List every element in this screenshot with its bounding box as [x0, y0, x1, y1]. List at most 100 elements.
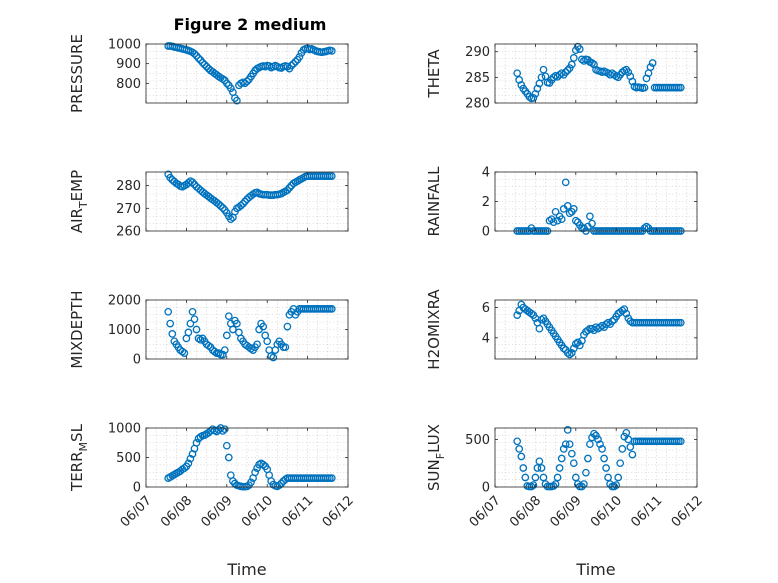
data-point — [214, 349, 223, 357]
y-axis-label: PRESSURE — [68, 34, 86, 113]
y-tick-label: 500 — [116, 451, 141, 466]
data-point — [233, 96, 241, 105]
data-point — [229, 325, 237, 334]
data-point — [327, 47, 336, 55]
x-tick-label: 06/09 — [548, 493, 585, 530]
data-point — [569, 459, 578, 468]
subplot-8: 06/07 06/08 06/09 06/10 06/11 06/12 0 500 SUNFLU… — [425, 424, 706, 579]
data-point — [575, 45, 584, 53]
subplot-6: 4 6 H2OMIXRA — [425, 289, 698, 370]
y-tick-label: 2 — [482, 195, 490, 210]
data-point — [527, 482, 536, 491]
data-point — [565, 350, 574, 359]
data-point — [251, 468, 259, 477]
data-point — [263, 337, 272, 346]
data-point — [598, 321, 606, 330]
data-point — [220, 425, 229, 434]
data-point — [243, 77, 251, 86]
data-point — [527, 309, 536, 318]
y-tick-label: 270 — [116, 202, 141, 217]
data-point — [569, 54, 578, 62]
data-point — [535, 457, 544, 466]
data-point — [216, 202, 225, 210]
data-point — [218, 204, 227, 212]
data-point — [582, 468, 590, 477]
data-point — [567, 349, 576, 357]
data-point — [164, 307, 173, 316]
data-point — [604, 473, 612, 482]
subplot-3: 260 270 280 AIRTEMP — [68, 170, 349, 240]
data-point — [567, 449, 576, 458]
y-tick-label: 2000 — [108, 294, 141, 309]
data-point — [557, 454, 566, 463]
subplot-5: 0 1000 2000 MIXDEPTH — [68, 290, 349, 369]
data-point — [539, 65, 548, 74]
data-point — [166, 173, 175, 182]
x-tick-label: 06/07 — [467, 493, 504, 530]
data-point — [648, 59, 657, 67]
y-tick-label: 800 — [116, 77, 141, 92]
data-point — [168, 330, 177, 338]
data-point — [202, 62, 211, 71]
data-point — [549, 218, 558, 227]
data-point — [283, 186, 292, 195]
data-point — [531, 473, 540, 482]
data-point — [640, 83, 649, 92]
data-point — [529, 481, 538, 489]
data-point — [549, 482, 558, 490]
data-point — [178, 347, 187, 356]
data-point — [222, 79, 231, 88]
data-point — [569, 205, 578, 213]
subplot-4: 0 2 4 RAINFALL — [425, 166, 698, 240]
data-point — [626, 443, 635, 451]
data-point — [602, 320, 610, 329]
data-point — [537, 315, 546, 324]
data-point — [194, 54, 203, 63]
data-point — [192, 325, 201, 334]
data-point — [521, 473, 530, 482]
data-point — [233, 319, 241, 328]
data-point — [563, 426, 572, 434]
data-point — [289, 59, 298, 68]
data-point — [590, 429, 598, 438]
data-point — [247, 478, 255, 487]
data-point — [291, 57, 300, 66]
x-tick-label: 06/08 — [507, 493, 544, 530]
data-point — [198, 58, 207, 67]
data-point — [295, 52, 304, 61]
data-point — [559, 344, 568, 353]
data-point — [184, 328, 193, 337]
data-point — [194, 334, 203, 343]
x-tick-label: 06/10 — [588, 493, 625, 530]
axes-box — [494, 43, 698, 104]
data-point — [571, 216, 580, 225]
x-tick-label: 06/07 — [118, 493, 155, 530]
y-tick-label: 6 — [482, 301, 490, 316]
data-point — [557, 69, 566, 78]
y-tick-label: 1000 — [108, 38, 141, 53]
axes-box — [494, 427, 698, 488]
data-point — [539, 473, 548, 482]
data-point — [327, 474, 336, 482]
data-point — [281, 343, 290, 352]
x-tick-label: 06/12 — [669, 493, 706, 530]
data-point — [618, 445, 627, 453]
data-point — [598, 445, 606, 453]
data-point — [184, 459, 193, 468]
data-point — [614, 473, 623, 482]
data-point — [535, 324, 544, 333]
y-tick-label: 0 — [133, 481, 141, 496]
data-point — [513, 69, 522, 78]
data-point — [588, 219, 596, 228]
data-point — [220, 346, 229, 354]
data-point — [513, 437, 522, 446]
data-point — [561, 68, 570, 77]
data-point — [533, 464, 542, 472]
data-point — [186, 454, 195, 463]
data-point — [190, 49, 199, 58]
x-axis-label: Time — [226, 560, 266, 579]
data-point — [210, 347, 219, 356]
y-tick-label: 4 — [482, 331, 490, 346]
data-point — [612, 481, 621, 489]
